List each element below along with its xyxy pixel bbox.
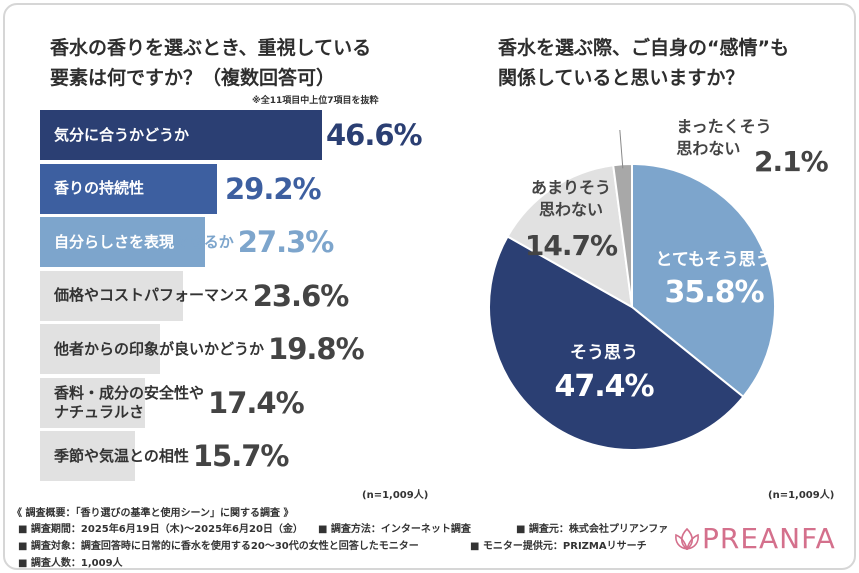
pie-slice-value: 2.1% [754, 145, 829, 178]
right-chart-title-line2: 関係していると思いますか？ [498, 67, 745, 89]
survey-period: ■ 調査期間：2025年6月19日（木)〜2025年6月20日（金） [18, 524, 303, 535]
left-chart-title-line2: 要素は何ですか？（複数回答可） [50, 67, 336, 89]
survey-overview: 《 調査概要：「香り選びの基準と使用シーン」に関する調査 》 [12, 508, 294, 519]
pie-slice-label-line: あまりそう [530, 178, 611, 197]
pie-slice-label-line: 思わない [676, 139, 741, 158]
bar-label: 季節や気温との相性 [54, 431, 189, 481]
bar-value-label: 27.3% [237, 225, 335, 259]
pie-slice [488, 235, 745, 451]
bar [40, 324, 160, 374]
bar-label: 価格やコストパフォーマンス [54, 271, 249, 321]
pie-slice-label-line: とてもそう思う [655, 250, 773, 270]
bar [40, 377, 145, 428]
bar-label-line: ナチュラルさ [54, 402, 145, 421]
pie-slice-label: あまりそう 思わない [531, 177, 611, 221]
survey-count: ■ 調査人数：1,009人 [18, 558, 123, 569]
survey-method: ■ 調査方法：インターネット調査 [318, 524, 471, 535]
bar-label-line: 自分らしさを表現できるか [54, 233, 234, 252]
pie-leader-line [619, 129, 624, 169]
bar-value-label: 29.2% [225, 171, 322, 206]
survey-source: ■ 調査元：株式会社プリアンファ [516, 524, 669, 535]
bar-value-label: 23.6% [252, 278, 350, 313]
pie-slice-label-line: まったくそう [676, 117, 772, 136]
bar [40, 270, 183, 321]
pie-slice-value: 47.4% [554, 369, 654, 404]
survey-provider: ■ モニター提供元：PRIZMAリサーチ [470, 541, 647, 552]
bar-label-line: 気分に合うかどうか [54, 125, 190, 144]
brand-logo: PREANFA [672, 522, 836, 555]
pie-slice-value: 14.7% [524, 229, 618, 262]
bar-label: 他者からの印象が良いかどうか [54, 324, 264, 374]
pie-slice-label: とてもそう思う [655, 249, 772, 272]
bar-label: 香りの持続性 [54, 164, 144, 214]
bar [40, 163, 217, 214]
left-chart-title-line1: 香水の香りを選ぶとき、重視している [50, 37, 372, 59]
lotus-icon [675, 527, 699, 550]
pie-slice [506, 164, 634, 309]
bar-label-line: 他者からの印象が良いかどうか [54, 339, 265, 358]
right-chart-title-line1: 香水を選ぶ際、ご自身の“感情”も [498, 37, 789, 59]
bar-value-label: 19.8% [268, 332, 365, 366]
bar-label-part: できるか [174, 232, 234, 251]
bar-value-label: 17.4% [208, 385, 305, 420]
pie-slice-label: そう思う [570, 342, 638, 365]
left-chart-subnote: ※全11項目中上位7項目を抜粋 [252, 96, 379, 106]
bar-label-line: 価格やコストパフォーマンス [54, 286, 249, 304]
brand-logo-text: PREANFA [702, 522, 836, 555]
left-chart-n-note: (n=1,009人) [362, 490, 429, 501]
bar-label-part: 自分らしさを表現 [54, 232, 175, 251]
pie-slice [631, 162, 776, 399]
bar-label: 自分らしさを表現できるか [54, 217, 234, 267]
pie-slice-value: 35.8% [664, 275, 764, 310]
bar-label: 香料・成分の安全性や ナチュラルさ [54, 378, 204, 428]
bar [40, 431, 135, 481]
bar [40, 217, 205, 267]
bar-value-label: 46.6% [326, 118, 423, 152]
pie-slice-label-line: 思わない [538, 200, 603, 219]
pie-slice-label-line: そう思う [570, 343, 638, 363]
survey-target: ■ 調査対象：調査回答時に日常的に香水を使用する20〜30代の女性と回答したモニ… [18, 541, 419, 552]
right-chart-n-note: (n=1,009人) [768, 490, 835, 501]
bar-label-line: 香料・成分の安全性や [54, 383, 205, 402]
bar-label-line: 季節や気温との相性 [54, 446, 189, 465]
bar [40, 110, 322, 160]
bar-label: 気分に合うかどうか [54, 110, 189, 160]
bar-label-line: 香りの持続性 [54, 179, 145, 197]
pie-slice-label: まったくそう 思わない [676, 116, 771, 160]
bar-value-label: 15.7% [192, 439, 290, 473]
